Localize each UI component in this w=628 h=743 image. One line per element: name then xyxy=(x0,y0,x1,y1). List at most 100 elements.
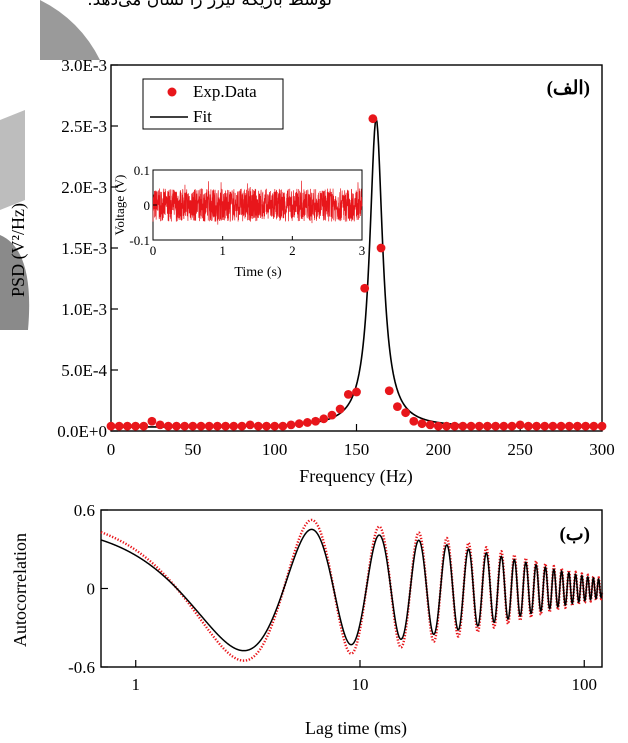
psd-data-point xyxy=(163,421,173,431)
autocorr-panel-label: (ب) xyxy=(559,524,590,545)
inset-y-ticks: -0.1 0 0.1 xyxy=(129,163,157,248)
psd-data-point xyxy=(270,421,280,431)
psd-y-tick-label: 2.5E-3 xyxy=(61,117,107,136)
psd-panel: 0 50 100 150 200 250 300 0.0E+05.0E-41.0E-31.5… xyxy=(8,56,615,487)
psd-data-point xyxy=(433,421,443,431)
inset-x-tick-label: 3 xyxy=(359,243,366,258)
caption-fragment: توسط باریکه لیزر را نشان می‌دهد. xyxy=(0,0,628,20)
psd-data-point xyxy=(229,421,239,431)
psd-data-point xyxy=(384,386,394,396)
autocorrelation-panel: 1 10 100 -0.6 0 0.6 Lag time (ms) Autocorrel… xyxy=(10,501,604,739)
autocorr-y-ticks: -0.6 0 0.6 xyxy=(68,501,108,677)
psd-y-tick-label: 1.0E-3 xyxy=(61,300,107,319)
psd-data-point xyxy=(147,416,157,426)
psd-data-point xyxy=(360,283,370,293)
psd-x-ticks: 0 50 100 150 200 250 300 xyxy=(107,424,615,459)
psd-data-point xyxy=(294,419,304,429)
psd-data-point xyxy=(204,421,214,431)
psd-data-point xyxy=(311,416,320,426)
decorative-gray-shape-mid xyxy=(0,110,25,210)
autocorr-x-tick-label: 1 xyxy=(131,675,140,694)
psd-data-point xyxy=(212,421,222,431)
psd-data-point xyxy=(180,421,190,431)
autocorr-x-axis-label: Lag time (ms) xyxy=(305,718,407,739)
psd-data-point xyxy=(286,420,296,430)
inset-x-axis-label: Time (s) xyxy=(234,265,282,280)
psd-panel-label: (الف) xyxy=(547,78,590,99)
autocorr-data-dotted xyxy=(100,518,604,662)
psd-y-tick-label: 2.0E-3 xyxy=(61,178,107,197)
psd-data-points xyxy=(106,114,607,431)
psd-data-point xyxy=(442,421,451,431)
psd-data-point xyxy=(548,421,558,431)
psd-data-point xyxy=(114,421,124,431)
autocorr-x-tick-label: 100 xyxy=(571,675,597,694)
psd-data-point xyxy=(253,421,263,431)
psd-x-tick-label: 0 xyxy=(107,440,116,459)
psd-fit-line xyxy=(111,118,603,428)
psd-data-point xyxy=(303,418,312,427)
psd-data-point xyxy=(564,421,574,431)
psd-y-tick-label: 1.5E-3 xyxy=(61,239,107,258)
decorative-gray-shape-low xyxy=(0,235,30,330)
psd-data-point xyxy=(581,421,591,431)
psd-data-point xyxy=(245,420,255,430)
autocorr-y-tick-label: -0.6 xyxy=(68,658,95,677)
psd-y-tick-label: 5.0E-4 xyxy=(61,361,107,380)
psd-data-point xyxy=(507,421,517,431)
psd-data-point xyxy=(352,387,361,397)
psd-data-point xyxy=(409,416,419,426)
psd-x-tick-label: 50 xyxy=(184,440,201,459)
psd-data-point xyxy=(491,421,501,431)
legend-label-exp-data: Exp.Data xyxy=(193,82,257,101)
psd-data-point xyxy=(131,421,140,431)
psd-data-point xyxy=(532,421,541,431)
psd-data-point xyxy=(401,408,410,418)
psd-x-axis-label: Frequency (Hz) xyxy=(299,466,412,487)
psd-x-tick-label: 300 xyxy=(589,440,615,459)
autocorr-x-ticks: 1 10 100 xyxy=(131,660,597,694)
legend-label-fit: Fit xyxy=(193,107,212,126)
inset-noise-signal xyxy=(152,180,363,225)
legend-marker-exp-data xyxy=(167,87,177,97)
psd-legend-frame xyxy=(142,78,284,130)
psd-x-tick-label: 250 xyxy=(507,440,533,459)
inset-x-tick-label: 2 xyxy=(289,243,296,258)
psd-data-point xyxy=(139,421,149,431)
psd-data-point xyxy=(155,420,165,430)
psd-data-point xyxy=(515,420,525,430)
psd-data-point xyxy=(573,421,582,431)
psd-data-point xyxy=(376,243,386,253)
decorative-gray-shape-top xyxy=(40,0,100,60)
psd-data-point xyxy=(278,421,288,431)
psd-data-point xyxy=(466,421,476,431)
autocorr-x-tick-label: 10 xyxy=(351,675,368,694)
psd-data-point xyxy=(597,421,607,431)
psd-data-point xyxy=(237,421,247,431)
psd-x-tick-label: 150 xyxy=(344,440,370,459)
psd-y-tick-label: 0.0E+0 xyxy=(57,422,107,441)
psd-data-point xyxy=(221,421,230,431)
inset-y-tick-label: 0 xyxy=(144,198,151,213)
psd-data-point xyxy=(483,421,492,431)
caption-text: توسط باریکه لیزر را نشان می‌دهد. xyxy=(87,0,332,10)
autocorr-y-tick-label: 0.6 xyxy=(74,501,95,520)
psd-data-point xyxy=(262,421,271,431)
psd-data-point xyxy=(335,404,345,414)
psd-legend: Exp.Data Fit xyxy=(142,78,284,130)
psd-data-point xyxy=(343,390,353,399)
psd-y-tick-label: 3.0E-3 xyxy=(61,56,107,75)
psd-data-point xyxy=(122,421,132,431)
psd-data-point xyxy=(556,421,566,431)
psd-data-point xyxy=(319,414,329,424)
inset-x-tick-label: 1 xyxy=(219,243,226,258)
psd-x-tick-label: 100 xyxy=(262,440,288,459)
psd-data-point xyxy=(540,421,550,431)
inset-y-tick-label: -0.1 xyxy=(129,233,150,248)
autocorr-y-tick-label: 0 xyxy=(87,580,96,599)
autocorr-fit-line xyxy=(100,528,603,652)
psd-data-point xyxy=(188,421,198,431)
autocorr-y-axis-label: Autocorrelation xyxy=(10,533,30,647)
